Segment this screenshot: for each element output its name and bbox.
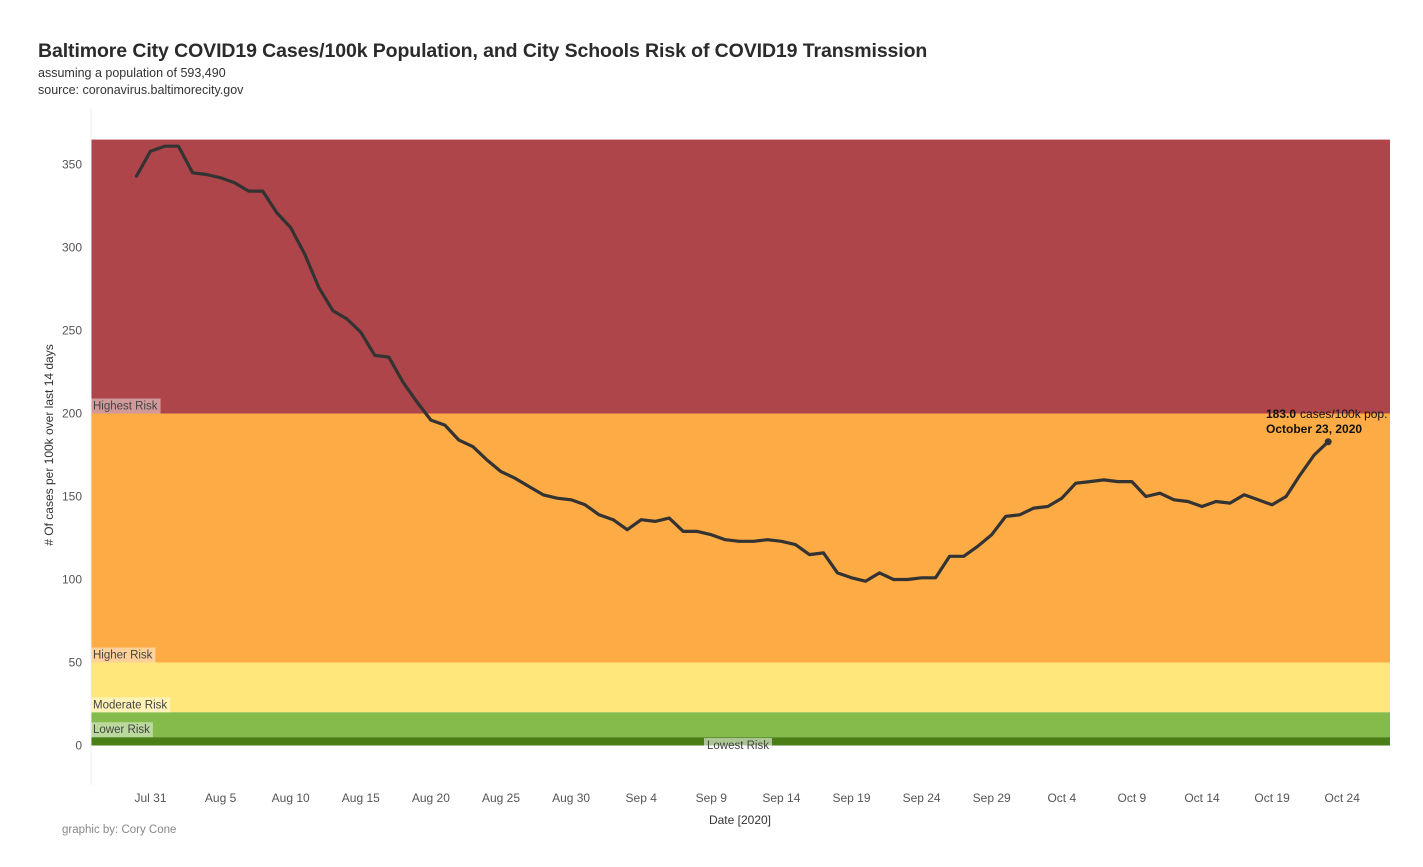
- annotation-value: 183.0 cases/100k pop.: [1266, 407, 1387, 421]
- risk-band-label-bg: [90, 398, 161, 414]
- risk-band-label: Lower Risk: [90, 722, 153, 738]
- last-point-marker: [1324, 438, 1332, 446]
- risk-band-label-text: Highest Risk: [93, 401, 158, 413]
- risk-band-label-bg: [90, 697, 171, 713]
- credit-text: graphic by: Cory Cone: [62, 824, 177, 836]
- x-tick-label: Oct 24: [1325, 791, 1361, 805]
- y-tick-label: 250: [62, 324, 82, 338]
- series-line: [134, 144, 1330, 583]
- x-axis-ticks: Jul 31 Aug 5 Aug 10 Aug 15 Aug 20 Aug 25 Aug 3…: [134, 791, 1360, 805]
- risk-band-label-text: Lowest Risk: [707, 740, 769, 752]
- y-tick-label: 200: [62, 407, 82, 421]
- risk-band-label: Higher Risk: [90, 647, 156, 663]
- y-tick-label: 150: [62, 490, 82, 504]
- annotation-unit: cases/100k pop.: [1300, 407, 1387, 421]
- risk-band: [91, 413, 1390, 663]
- x-tick-label: Oct 4: [1047, 791, 1076, 805]
- x-tick-label: Oct 19: [1254, 791, 1290, 805]
- x-tick-label: Sep 9: [696, 791, 728, 805]
- x-tick-label: Sep 4: [626, 791, 658, 805]
- x-tick-label: Sep 24: [903, 791, 941, 805]
- chart-title: Baltimore City COVID19 Cases/100k Popula…: [38, 40, 928, 62]
- risk-band-label-text: Lower Risk: [93, 724, 150, 736]
- latest-value-annotation: 183.0 cases/100k pop.October 23, 2020: [1266, 407, 1387, 436]
- y-tick-label: 350: [62, 158, 82, 172]
- risk-band-label-text: Moderate Risk: [93, 699, 167, 711]
- x-tick-label: Aug 5: [205, 791, 237, 805]
- risk-band-label: Lowest Risk: [704, 738, 772, 753]
- y-tick-label: 100: [62, 573, 82, 587]
- chart-subtitle-population: assuming a population of 593,490: [38, 66, 226, 80]
- y-tick-label: 0: [75, 739, 82, 753]
- risk-band: [91, 712, 1390, 738]
- annotation-number: 183.0: [1266, 407, 1296, 421]
- risk-band: [91, 139, 1390, 414]
- x-tick-label: Aug 15: [342, 791, 380, 805]
- y-axis-ticks: 0 50 100 150 200 250 300 350: [62, 108, 92, 785]
- x-tick-label: Jul 31: [134, 791, 166, 805]
- risk-band: [91, 662, 1390, 713]
- x-tick-label: Aug 30: [552, 791, 590, 805]
- y-tick-label: 300: [62, 241, 82, 255]
- risk-band-label-text: Higher Risk: [93, 650, 153, 662]
- annotation-date: October 23, 2020: [1266, 422, 1362, 436]
- series-layer: [134, 144, 1332, 583]
- x-tick-label: Oct 9: [1118, 791, 1147, 805]
- x-tick-label: Sep 14: [762, 791, 800, 805]
- risk-band-label-bg: [90, 647, 156, 663]
- y-axis-title: # Of cases per 100k over last 14 days: [42, 344, 56, 545]
- risk-band-label: Highest Risk: [90, 398, 161, 414]
- risk-band-label: Moderate Risk: [90, 697, 171, 713]
- x-tick-label: Aug 20: [412, 791, 450, 805]
- risk-band-labels: Highest Risk Higher Risk Moderate Risk Lowe…: [90, 398, 772, 753]
- chart-subtitle-source: source: coronavirus.baltimorecity.gov: [38, 83, 244, 97]
- x-axis-title: Date [2020]: [709, 813, 771, 827]
- x-tick-label: Sep 19: [832, 791, 870, 805]
- risk-band-label-bg: [704, 738, 772, 753]
- x-tick-label: Aug 10: [272, 791, 310, 805]
- x-tick-label: Aug 25: [482, 791, 520, 805]
- risk-bands: [91, 139, 1390, 746]
- x-tick-label: Sep 29: [973, 791, 1011, 805]
- risk-band-label-bg: [90, 722, 153, 738]
- y-tick-label: 50: [69, 656, 83, 670]
- x-tick-label: Oct 14: [1184, 791, 1220, 805]
